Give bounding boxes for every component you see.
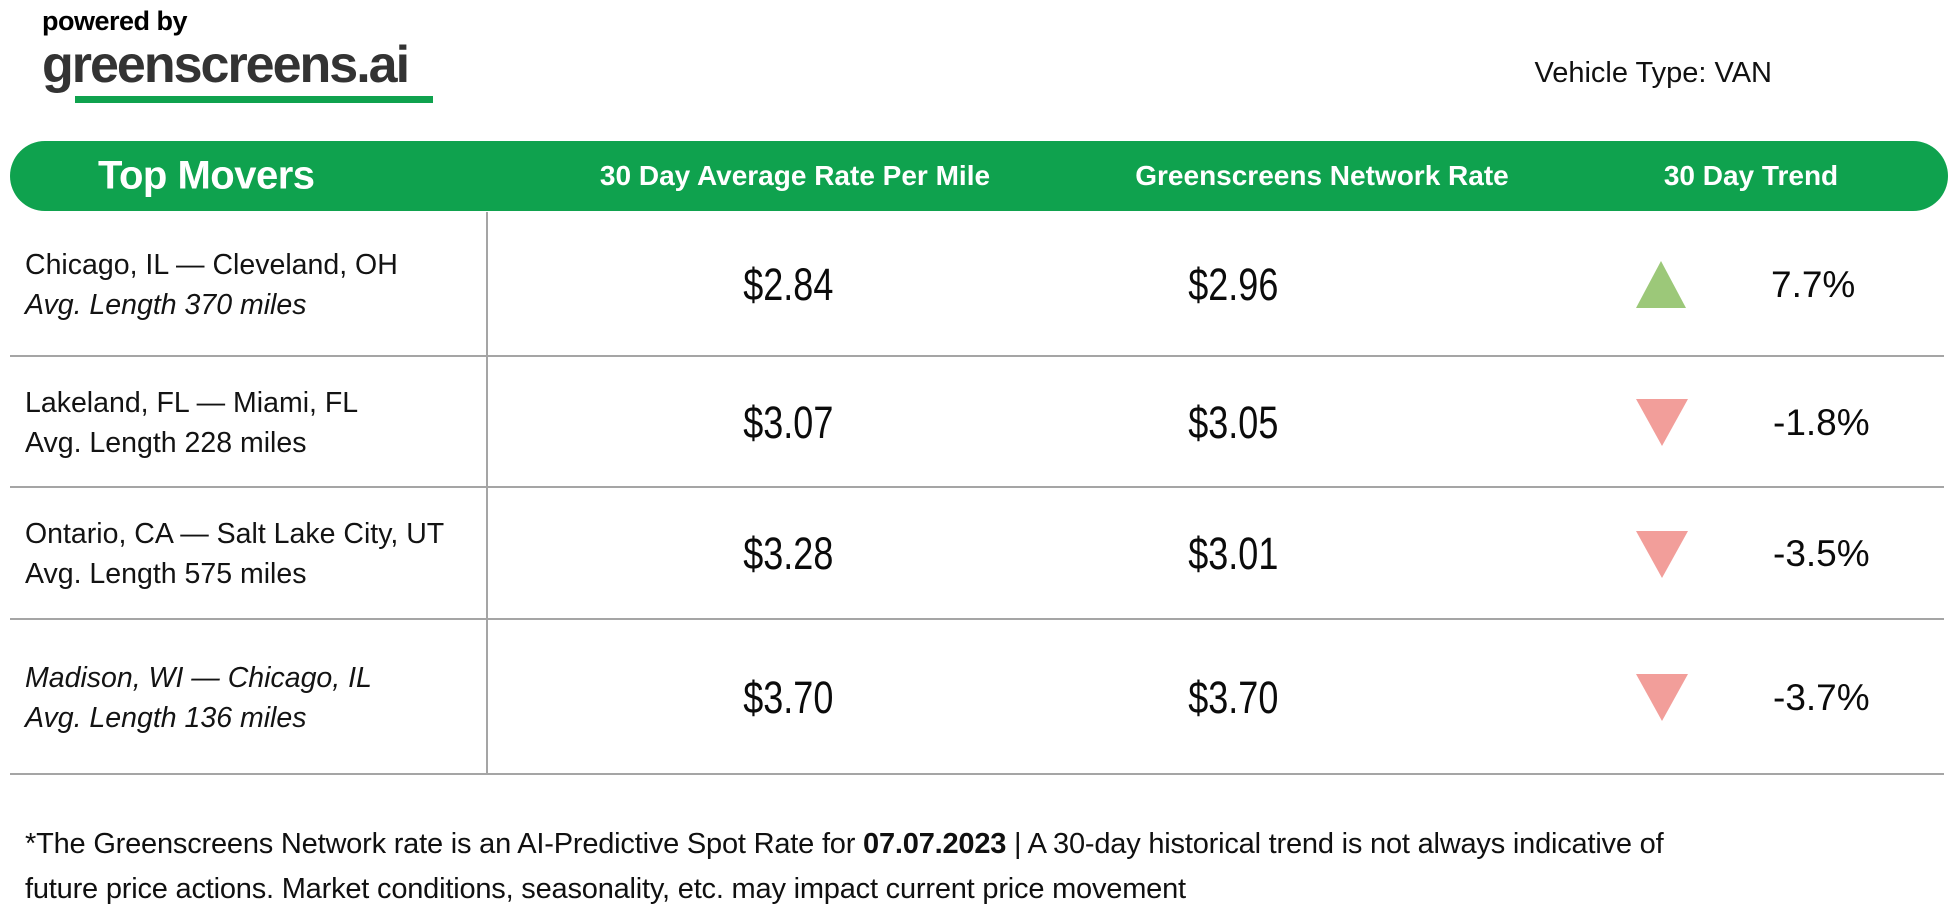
trend-cell: 7.7% xyxy=(1378,212,1959,357)
avg-rate-value: $2.84 xyxy=(742,258,834,310)
network-rate-cell: $3.05 xyxy=(1088,357,1378,488)
avg-rate-value: $3.70 xyxy=(742,671,834,723)
footnote-date: 07.07.2023 xyxy=(863,828,1007,860)
network-rate-value: $3.01 xyxy=(1187,528,1279,579)
trend-value: -3.7% xyxy=(1773,676,1870,718)
logo-text: greenscreens.ai xyxy=(42,36,410,94)
route-name: Chicago, IL — Cleveland, OH xyxy=(25,248,398,281)
vehicle-type-label: Vehicle Type: VAN xyxy=(1534,57,1772,89)
avg-rate-cell: $2.84 xyxy=(488,212,1088,357)
powered-by-text: powered by xyxy=(42,6,188,36)
network-rate-cell: $3.70 xyxy=(1088,620,1378,775)
route-cell: Madison, WI — Chicago, IL Avg. Length 13… xyxy=(0,620,488,775)
route-name: Lakeland, FL — Miami, FL xyxy=(25,386,359,419)
greenscreens-logo: powered by greenscreens.ai xyxy=(42,6,433,103)
network-rate-value: $3.05 xyxy=(1187,396,1279,448)
avg-rate-value: $3.07 xyxy=(742,396,834,448)
trend-value: -1.8% xyxy=(1773,401,1870,443)
avg-rate-value: $3.28 xyxy=(742,528,834,579)
table-row: Ontario, CA — Salt Lake City, UT Avg. Le… xyxy=(0,488,1959,620)
network-rate-value: $3.70 xyxy=(1187,671,1279,723)
route-avg-length: Avg. Length 575 miles xyxy=(25,558,307,590)
header-network-rate: Greenscreens Network Rate xyxy=(1135,160,1509,191)
footnote-prefix: *The Greenscreens Network rate is an AI-… xyxy=(25,828,864,860)
trend-down-icon xyxy=(1636,399,1688,446)
trend-down-icon xyxy=(1636,530,1688,578)
trend-cell: -1.8% xyxy=(1378,357,1959,488)
avg-rate-cell: $3.70 xyxy=(488,620,1088,775)
table-header-bar: Top Movers 30 Day Average Rate Per Mile … xyxy=(10,141,1948,211)
route-avg-length: Avg. Length 228 miles xyxy=(25,426,307,459)
footnote: *The Greenscreens Network rate is an AI-… xyxy=(25,822,1935,910)
trend-value: -3.5% xyxy=(1773,533,1870,574)
trend-cell: -3.5% xyxy=(1378,488,1959,620)
route-cell: Lakeland, FL — Miami, FL Avg. Length 228… xyxy=(0,357,488,488)
trend-cell: -3.7% xyxy=(1378,620,1959,775)
header-top-movers: Top Movers xyxy=(98,153,315,198)
table-row: Madison, WI — Chicago, IL Avg. Length 13… xyxy=(0,620,1959,775)
network-rate-cell: $2.96 xyxy=(1088,212,1378,357)
avg-rate-cell: $3.07 xyxy=(488,357,1088,488)
avg-rate-cell: $3.28 xyxy=(488,488,1088,620)
table-row: Lakeland, FL — Miami, FL Avg. Length 228… xyxy=(0,357,1959,488)
route-cell: Chicago, IL — Cleveland, OH Avg. Length … xyxy=(0,212,488,357)
header-avg-rate: 30 Day Average Rate Per Mile xyxy=(599,160,991,191)
table-body: Chicago, IL — Cleveland, OH Avg. Length … xyxy=(0,212,1959,775)
trend-up-icon xyxy=(1636,261,1686,308)
footnote-line2: future price actions. Market conditions,… xyxy=(25,873,1186,905)
table-row: Chicago, IL — Cleveland, OH Avg. Length … xyxy=(0,212,1959,357)
route-name: Ontario, CA — Salt Lake City, UT xyxy=(25,518,445,550)
header-30day-trend: 30 Day Trend xyxy=(1663,160,1839,191)
footnote-suffix: | A 30-day historical trend is not alway… xyxy=(1006,828,1664,860)
route-cell: Ontario, CA — Salt Lake City, UT Avg. Le… xyxy=(0,488,488,620)
logo-underline xyxy=(75,95,433,103)
trend-down-icon xyxy=(1636,674,1688,721)
network-rate-cell: $3.01 xyxy=(1088,488,1378,620)
route-avg-length: Avg. Length 136 miles xyxy=(25,701,307,734)
route-name: Madison, WI — Chicago, IL xyxy=(25,661,372,694)
network-rate-value: $2.96 xyxy=(1187,258,1279,310)
trend-value: 7.7% xyxy=(1771,263,1856,305)
route-avg-length: Avg. Length 370 miles xyxy=(25,288,307,321)
